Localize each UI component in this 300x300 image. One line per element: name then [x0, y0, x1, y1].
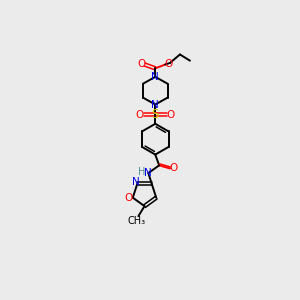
Text: O: O [169, 163, 178, 173]
Text: O: O [137, 59, 146, 69]
Text: S: S [152, 108, 159, 121]
Text: N: N [132, 177, 140, 187]
Text: H: H [138, 167, 145, 176]
Text: O: O [167, 110, 175, 119]
Text: N: N [152, 100, 159, 110]
Text: CH₃: CH₃ [128, 216, 146, 226]
Text: N: N [144, 168, 152, 178]
Text: O: O [164, 59, 172, 69]
Text: O: O [136, 110, 144, 119]
Text: O: O [125, 193, 133, 203]
Text: N: N [152, 72, 159, 82]
